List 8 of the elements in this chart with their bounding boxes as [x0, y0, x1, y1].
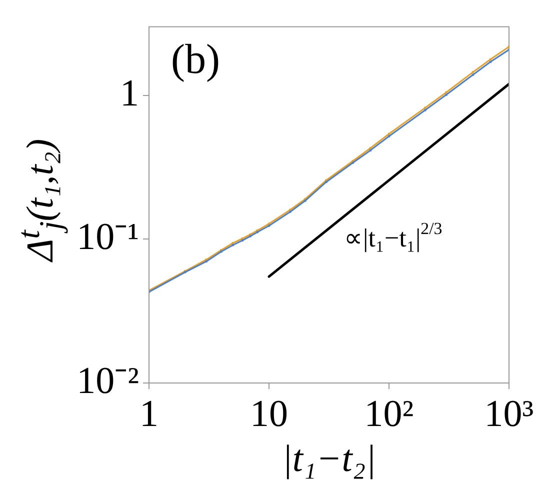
x-tick-label: 10³ [484, 392, 534, 435]
x-axis-title: |t₁−t₂| [280, 437, 378, 481]
annotation: (b) [171, 36, 220, 83]
x-tick-label: 10² [364, 392, 414, 435]
y-tick-label: 1 [120, 72, 139, 114]
x-tick-label: 10 [250, 392, 288, 435]
y-tick-label: 10⁻² [76, 360, 139, 402]
y-tick-label: 10⁻¹ [76, 216, 139, 258]
